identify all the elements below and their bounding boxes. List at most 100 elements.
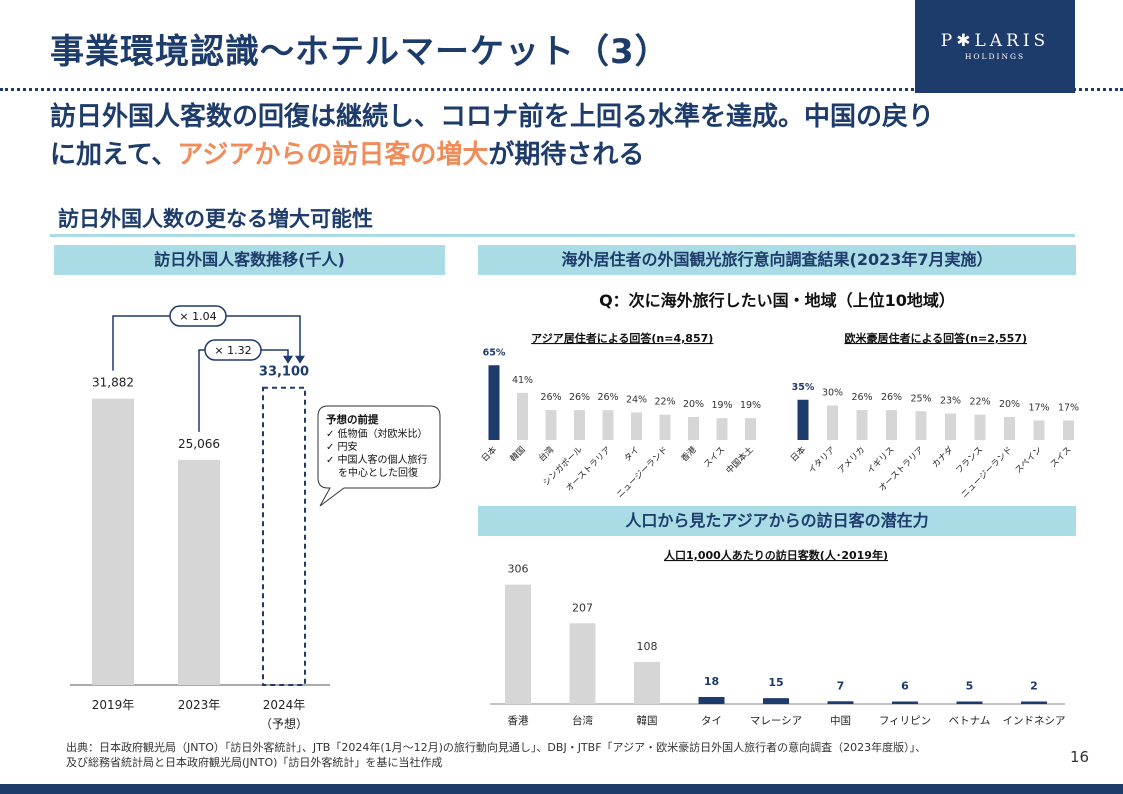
asia-survey-bar (745, 418, 756, 440)
potential-value-label: 5 (966, 680, 974, 693)
visitors-bar (92, 398, 134, 685)
west-survey-value-label: 20% (999, 399, 1020, 410)
potential-value-label: 207 (572, 601, 593, 614)
asia-survey-bar (716, 418, 728, 440)
potential-bar (634, 661, 660, 704)
potential-category-label: フィリピン (879, 715, 931, 727)
survey-question: Q：次に海外旅行したい国・地域（上位10地域） (599, 291, 955, 310)
callout-item: ✓ 円安 (326, 440, 358, 453)
visitors-value-label: 31,882 (92, 376, 134, 390)
headline-highlight: アジアからの訪日客の増大 (177, 140, 489, 170)
headline-text-a: に加えて、 (50, 140, 178, 170)
potential-category-label: インドネシア (1003, 715, 1066, 727)
west-survey-bar (945, 413, 956, 440)
west-survey-bar (1004, 417, 1015, 440)
headline-line-1: 訪日外国人客数の回復は継続し、コロナ前を上回る水準を達成。中国の戻り (50, 102, 935, 132)
section-underline (50, 234, 1075, 237)
growth-multiplier-text: × 1.32 (214, 344, 251, 357)
callout-item: ✓ 中国人客の個人旅行 (326, 453, 428, 466)
callout-item: を中心とした回復 (338, 466, 418, 479)
growth-multiplier-badge (169, 305, 227, 327)
asia-survey-value-label: 20% (683, 399, 704, 410)
section-title: 訪日外国人数の更なる増大可能性 (58, 207, 373, 231)
potential-subtitle: 人口1,000人あたりの訪日客数(人･2019年) (664, 548, 888, 562)
visitors-bar (178, 459, 220, 685)
potential-bar (956, 701, 983, 704)
visitors-category-sublabel: （予想） (260, 716, 308, 731)
logo-wordmark: P✱LARIS (940, 31, 1050, 51)
west-survey-bar (974, 414, 986, 440)
callout-title: 予想の前提 (326, 413, 379, 426)
asia-survey-bar (659, 414, 671, 440)
asia-survey-bar (517, 392, 528, 440)
asia-survey-value-label: 19% (740, 400, 761, 411)
potential-category-label: タイ (701, 715, 722, 727)
potential-bar (763, 698, 789, 704)
asia-survey-subtitle: アジア居住者による回答(n=4,857) (531, 331, 713, 345)
asia-survey-bar (545, 410, 557, 440)
west-survey-value-label: 17% (1058, 402, 1079, 413)
growth-arrowhead (283, 355, 293, 364)
headline-text-b: が期待される (488, 140, 645, 170)
west-survey-bar (1063, 420, 1074, 440)
survey-panel-header: 海外居住者の外国観光旅行意向調査結果(2023年7月実施） (478, 245, 1076, 275)
headline-line-2: に加えて、アジアからの訪日客の増大が期待される (50, 136, 934, 174)
asia-survey-bar (574, 410, 585, 440)
asia-survey-bar (602, 410, 614, 440)
west-survey-value-label: 26% (881, 392, 902, 403)
headline-message: 訪日外国人客数の回復は継続し、コロナ前を上回る水準を達成。中国の戻り に加えて、… (50, 98, 934, 174)
potential-category-label: 韓国 (637, 715, 658, 727)
visitors-category-label: 2023年 (178, 698, 221, 712)
asia-survey-value-label: 26% (569, 392, 590, 403)
potential-value-label: 18 (704, 675, 719, 688)
callout-item: ✓ 低物価（対欧米比） (326, 427, 428, 440)
potential-category-label: 香港 (508, 715, 529, 727)
west-survey-bar (827, 405, 838, 440)
asia-survey-value-label: 26% (597, 392, 618, 403)
potential-value-label: 108 (637, 640, 658, 653)
logo-subtext: HOLDINGS (964, 52, 1026, 61)
potential-panel-header: 人口から見たアジアからの訪日客の潜在力 (478, 506, 1076, 536)
visitors-chart-header: 訪日外国人客数推移(千人) (54, 245, 445, 275)
potential-bar (1021, 701, 1047, 704)
potential-value-label: 2 (1030, 680, 1038, 693)
asia-survey-bar (488, 365, 500, 440)
west-survey-bar (886, 410, 897, 440)
growth-multiplier-text: × 1.04 (179, 310, 216, 323)
asia-survey-value-label: 41% (512, 375, 533, 386)
footnote-line-1: 出典：日本政府観光局（JNTO）「訪日外客統計」、JTB「2024年(1月～12… (66, 741, 927, 754)
asia-survey-value-label: 24% (626, 394, 647, 405)
west-survey-value-label: 30% (822, 388, 843, 399)
forecast-assumption-callout (317, 405, 441, 507)
footnote-line-2: 及び総務省統計局と日本政府観光局(JNTO)「訪日外客統計」を基に当社作成 (66, 756, 443, 769)
footer-bar (0, 784, 1123, 794)
slide-title: 事業環境認識～ホテルマーケット（3） (50, 32, 670, 72)
asia-survey-value-label: 65% (483, 347, 506, 358)
polaris-logo: P✱LARIS HOLDINGS (915, 0, 1075, 93)
visitors-value-label: 25,066 (178, 437, 220, 451)
asia-survey-chart: アジア居住者による回答(n=4,857)65%日本41%韓国26%台湾26%シン… (479, 331, 761, 500)
growth-arrowhead (295, 355, 305, 364)
west-survey-value-label: 23% (940, 396, 961, 407)
potential-bar (569, 623, 596, 704)
visitors-bar-forecast (262, 386, 306, 686)
asia-survey-bar (631, 412, 642, 440)
potential-bar (892, 701, 918, 704)
potential-value-label: 306 (508, 563, 529, 576)
west-survey-bar (915, 411, 927, 440)
asia-survey-value-label: 26% (540, 392, 561, 403)
west-survey-bar (856, 410, 868, 440)
potential-bar (698, 696, 725, 704)
potential-category-label: 中国 (830, 714, 851, 727)
west-survey-value-label: 26% (851, 392, 872, 403)
potential-value-label: 7 (837, 679, 845, 692)
potential-bar (827, 701, 854, 704)
asia-survey-value-label: 19% (711, 400, 732, 411)
potential-value-label: 6 (901, 680, 909, 693)
west-survey-value-label: 17% (1028, 402, 1049, 413)
visitors-chart: 31,882 2019年 25,066 2023年 33,100 2024年 （予想） × 1… (70, 305, 441, 731)
potential-value-label: 15 (768, 676, 783, 689)
west-survey-subtitle: 欧米豪居住者による回答(n=2,557) (844, 331, 1027, 345)
growth-multiplier-badge (204, 339, 262, 361)
visitors-category-label: 2019年 (92, 698, 135, 712)
